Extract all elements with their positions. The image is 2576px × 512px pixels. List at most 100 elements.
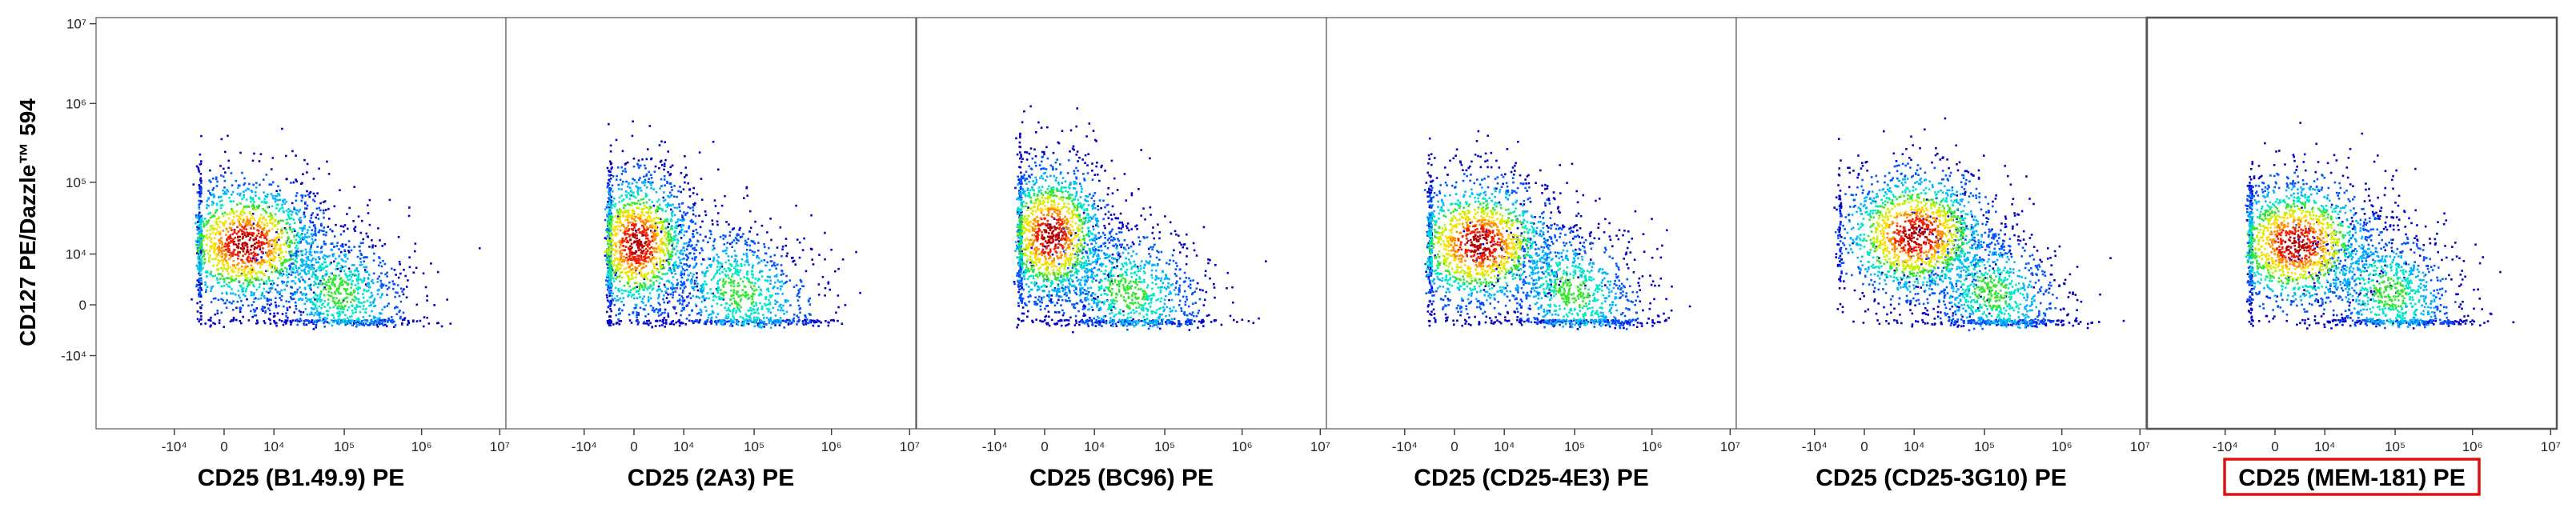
density-point [673,235,676,238]
density-point [608,249,612,252]
density-point [357,287,360,290]
density-point [291,266,294,270]
density-point [656,232,659,234]
density-point [251,257,255,260]
density-point [638,178,640,182]
density-point [207,204,211,207]
density-point [339,322,343,324]
density-point [608,305,611,307]
density-point [656,209,659,212]
density-point [327,290,331,294]
density-point [422,272,425,274]
density-point [239,284,242,287]
density-point [339,282,341,286]
density-point [672,264,675,266]
density-point [303,233,307,236]
density-point [267,215,270,218]
density-point [308,235,311,238]
density-point [746,322,748,324]
density-point [616,269,618,271]
density-point [331,291,333,294]
density-point [335,297,338,299]
density-point [241,243,243,246]
density-point [610,242,612,245]
density-point [756,309,759,312]
density-point [608,180,612,183]
density-point [199,195,202,198]
density-point [299,310,302,314]
density-point [734,254,736,257]
density-point [258,245,261,247]
density-point [408,266,411,269]
density-point [314,194,317,198]
density-point [225,283,228,286]
density-point [257,230,260,232]
density-point [315,276,317,278]
density-point [756,279,759,282]
density-point [275,288,277,291]
density-point [664,308,667,311]
density-point [627,214,629,218]
density-point [706,266,708,269]
density-point [636,314,638,317]
density-point [323,326,326,328]
density-point [629,194,632,196]
density-point [309,248,311,250]
density-point [767,290,770,293]
density-point [350,270,352,273]
density-point [282,210,285,213]
density-point [618,275,621,278]
density-point [261,228,264,231]
density-point [655,242,658,245]
density-point [624,271,627,274]
density-point [306,313,309,316]
density-point [306,242,309,245]
density-point [669,228,672,230]
density-point [680,172,683,174]
density-point [652,283,655,286]
density-point [648,214,650,218]
density-point [335,304,337,306]
density-point [215,228,218,230]
density-point [332,321,335,323]
density-point [359,306,362,308]
density-point [342,283,344,286]
density-point [716,282,720,286]
density-point [632,268,634,270]
density-point [364,311,367,314]
density-point [236,245,239,247]
density-point [320,312,323,315]
density-point [768,320,771,322]
density-point [287,214,290,217]
density-point [702,258,705,261]
density-point [637,166,640,170]
density-point [630,214,632,217]
density-point [307,284,310,287]
density-point [747,261,749,264]
density-point [346,288,349,290]
density-point [672,283,674,286]
density-point [363,269,367,271]
density-point [671,227,673,230]
density-point [619,280,621,282]
density-point [768,269,771,271]
density-point [653,221,656,224]
density-point [607,201,609,203]
density-point [680,231,683,234]
density-point [667,250,670,252]
density-point [667,202,669,205]
density-point [261,306,264,308]
density-point [199,232,201,235]
density-point [668,322,672,326]
density-point [688,319,691,322]
density-point [604,237,607,239]
density-point [629,291,632,294]
density-point [677,233,680,235]
density-point [290,217,293,220]
density-point [691,286,693,289]
density-point [219,221,222,223]
density-point [199,287,203,290]
density-point [199,187,201,190]
density-point [207,212,210,215]
density-point [347,240,351,242]
